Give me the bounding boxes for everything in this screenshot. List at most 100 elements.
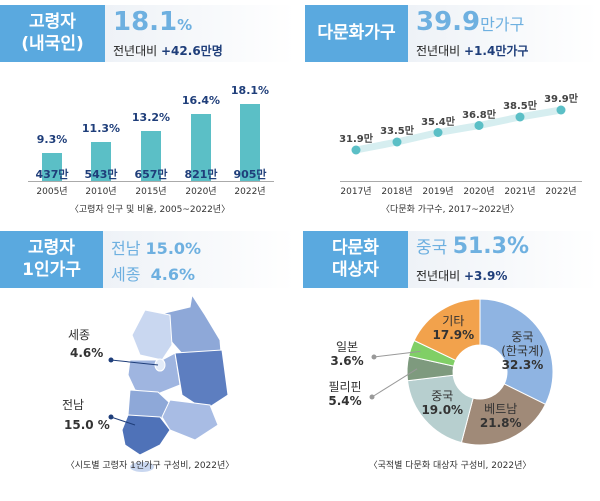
line-year-label: 2017년 bbox=[340, 187, 372, 197]
persons-delta: +3.9% bbox=[464, 269, 508, 283]
point-label: 31.9만 bbox=[339, 134, 373, 145]
caption-persons: 〈국적별 다문화 대상자 구성비, 2022년〉 bbox=[368, 461, 532, 471]
point-label: 33.5만 bbox=[380, 126, 414, 137]
line-point bbox=[351, 145, 361, 155]
series-line bbox=[355, 106, 562, 154]
households-value: 39.9 bbox=[416, 7, 481, 37]
caption-households: 〈다문화 가구수, 2017~2022년〉 bbox=[381, 205, 519, 215]
bar-year-label: 2010년 bbox=[85, 187, 117, 197]
bar-axis bbox=[28, 181, 274, 182]
korea-map bbox=[108, 295, 229, 472]
line-point bbox=[515, 112, 525, 122]
bar bbox=[141, 131, 161, 181]
bar-percent-label: 16.4% bbox=[181, 93, 221, 107]
caption-elderly-single: 〈시도별 고령자 1인가구 구성비, 2022년〉 bbox=[65, 461, 235, 471]
line-point bbox=[556, 105, 566, 115]
slice-name: 중국 bbox=[431, 388, 454, 403]
bar-count-label: 437만 bbox=[35, 168, 69, 181]
slice-leader-line bbox=[371, 368, 418, 398]
elderly-value: 18.1 bbox=[113, 7, 178, 37]
slice-name: 일본 bbox=[335, 340, 359, 354]
line-point bbox=[392, 137, 402, 147]
slice-name: 중국 (한국계) bbox=[501, 329, 544, 358]
map-region-gyeongnam bbox=[161, 399, 219, 441]
slice-label: 기타 17.9% bbox=[423, 314, 483, 343]
bar-percent-label: 13.2% bbox=[131, 111, 171, 125]
elderly-single-summary: 전남 15.0% 세종 4.6% bbox=[103, 231, 295, 288]
households-delta: +1.4만가구 bbox=[464, 44, 529, 58]
leader-dot bbox=[371, 354, 377, 360]
donut-slice bbox=[479, 298, 554, 405]
slice-value: 17.9% bbox=[432, 328, 475, 343]
bar-year-label: 2020년 bbox=[185, 187, 217, 197]
line-point bbox=[474, 121, 484, 130]
slice-label: 베트남 21.8% bbox=[471, 402, 531, 431]
callout-jeonnam-region: 전남 bbox=[62, 398, 85, 412]
line-point bbox=[433, 128, 443, 137]
slice-name: 기타 bbox=[442, 313, 465, 328]
jeonnam-leader-line bbox=[110, 416, 136, 426]
slice-label: 중국 19.0% bbox=[412, 389, 472, 418]
line-year-label: 2021년 bbox=[504, 187, 536, 197]
region-jeonnam: 전남 bbox=[111, 239, 141, 258]
map-region-chungcheong bbox=[127, 352, 181, 396]
elderly-delta: +42.6만명 bbox=[161, 44, 223, 58]
line-year-label: 2018년 bbox=[381, 187, 413, 197]
map-region-jeonnam bbox=[121, 414, 171, 456]
bar bbox=[240, 104, 260, 181]
line-year-label: 2020년 bbox=[463, 187, 495, 197]
leader-dot bbox=[369, 394, 375, 400]
delta-label: 전년대비 bbox=[416, 44, 461, 58]
elderly-summary: 18.1% 전년대비 +42.6만명 bbox=[105, 5, 295, 62]
slice-leader-line bbox=[373, 350, 421, 358]
bar-count-label: 657만 bbox=[134, 168, 168, 181]
slice-label: 일본 3.6% bbox=[317, 340, 377, 369]
highlight-value: 51.3% bbox=[452, 234, 530, 259]
line-axis bbox=[340, 181, 582, 182]
slice-value: 3.6% bbox=[330, 354, 364, 369]
callout-sejong-region: 세종 bbox=[68, 328, 91, 342]
slice-name: 베트남 bbox=[484, 401, 518, 416]
nationality-donut-chart bbox=[369, 298, 554, 446]
elderly-unit: % bbox=[177, 16, 193, 34]
map-region-gyeongbuk bbox=[174, 349, 229, 411]
callout-jeonnam-value: 15.0 % bbox=[64, 418, 110, 432]
slice-value: 19.0% bbox=[421, 403, 464, 418]
point-label: 35.4만 bbox=[421, 116, 455, 128]
point-label: 39.9만 bbox=[544, 94, 578, 105]
bar-percent-label: 9.3% bbox=[36, 133, 68, 147]
slice-value: 32.3% bbox=[501, 358, 544, 373]
bar-count-label: 905만 bbox=[233, 168, 267, 181]
bar-count-label: 821만 bbox=[184, 168, 218, 181]
households-line-chart bbox=[351, 105, 566, 155]
bar-year-label: 2015년 bbox=[135, 187, 167, 197]
highlight-label: 중국 bbox=[416, 238, 448, 258]
region-sejong: 세종 bbox=[111, 265, 141, 284]
donut-slice bbox=[413, 298, 481, 362]
header-elderly: 고령자 (내국인) bbox=[0, 5, 105, 62]
bar-year-label: 2022년 bbox=[234, 187, 266, 197]
bar bbox=[91, 142, 111, 181]
donut-slice bbox=[460, 383, 547, 446]
slice-label: 중국 (한국계) 32.3% bbox=[492, 330, 552, 373]
bar bbox=[42, 153, 62, 181]
line-year-label: 2022년 bbox=[545, 187, 577, 197]
slice-label: 필리핀 5.4% bbox=[315, 380, 375, 409]
bar-percent-label: 11.3% bbox=[81, 122, 121, 136]
bar-count-label: 543만 bbox=[84, 168, 118, 181]
point-label: 36.8만 bbox=[462, 109, 496, 121]
delta-label: 전년대비 bbox=[416, 269, 461, 283]
header-multicultural-persons: 다문화 대상자 bbox=[303, 231, 408, 288]
header-multicultural-households: 다문화가구 bbox=[305, 5, 408, 62]
persons-summary: 중국 51.3% 전년대비 +3.9% bbox=[408, 231, 598, 288]
caption-elderly: 〈고령자 인구 및 비율, 2005~2022년〉 bbox=[69, 205, 231, 215]
point-label: 38.5만 bbox=[503, 101, 537, 112]
value-sejong: 4.6% bbox=[150, 265, 195, 284]
header-elderly-single: 고령자 1인가구 bbox=[0, 231, 103, 288]
map-region-jeju bbox=[130, 462, 154, 472]
slice-value: 5.4% bbox=[328, 394, 362, 409]
map-region-gyeonggi bbox=[131, 309, 173, 361]
value-jeonnam: 15.0% bbox=[145, 239, 202, 258]
line-year-label: 2019년 bbox=[422, 187, 454, 197]
delta-label: 전년대비 bbox=[113, 44, 158, 58]
